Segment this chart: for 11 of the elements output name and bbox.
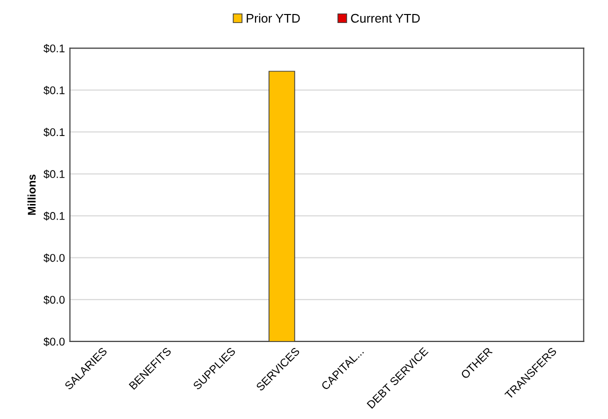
y-tick-label: $0.1 bbox=[44, 170, 65, 179]
y-tick-label: $0.0 bbox=[44, 295, 65, 304]
y-tick-label: $0.0 bbox=[44, 337, 65, 346]
y-tick-label: $0.1 bbox=[44, 212, 65, 221]
y-tick-label: $0.1 bbox=[44, 128, 65, 137]
y-axis-title: Millions bbox=[28, 174, 36, 215]
legend-label: Current YTD bbox=[351, 14, 420, 23]
y-tick-label: $0.1 bbox=[44, 86, 65, 95]
y-tick-label: $0.0 bbox=[44, 253, 65, 262]
legend-label: Prior YTD bbox=[246, 14, 300, 23]
y-tick-label: $0.1 bbox=[44, 44, 65, 53]
